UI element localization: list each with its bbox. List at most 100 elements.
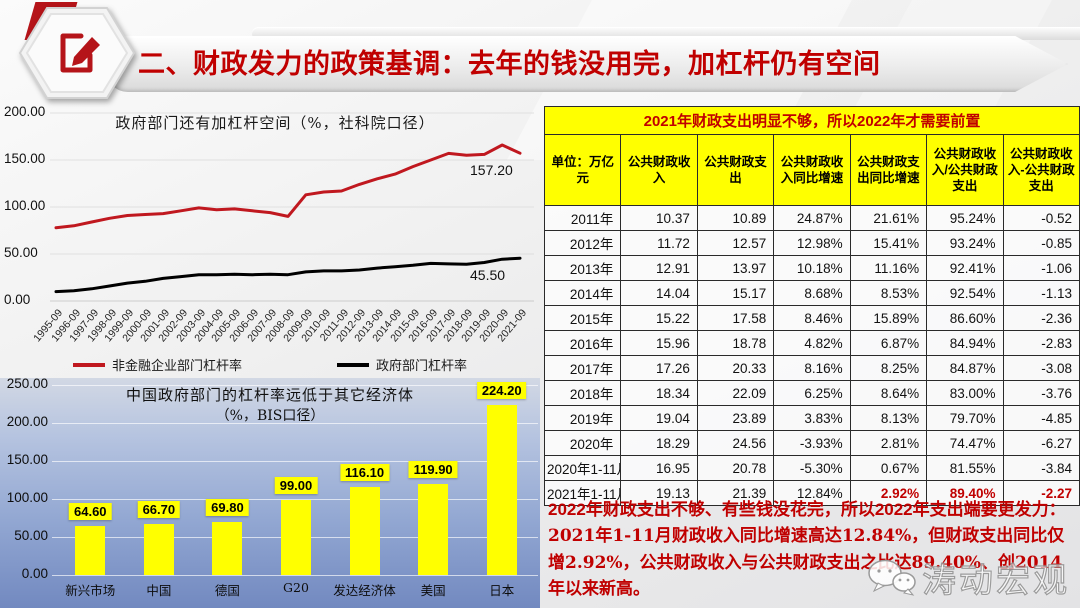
- table-cell: 21.61%: [849, 205, 928, 231]
- edit-pencil-icon: [60, 33, 100, 73]
- table-row: 2020年 18.29 24.56 -3.93% 2.81% 74.47% -6.27: [543, 430, 1080, 456]
- table-cell: -5.30%: [773, 455, 851, 481]
- bar-category-label: 新兴市场: [65, 583, 116, 598]
- table-cell: 11.16%: [849, 255, 928, 281]
- bar-chart-title: 中国政府部门的杠杆率远低于其它经济体: [125, 386, 414, 404]
- title-bar: 二、财政发力的政策基调：去年的钱没用完，加杠杆仍有空间: [106, 36, 1068, 92]
- table-row: 2017年 17.26 20.33 8.16% 8.25% 84.87% -3.08: [543, 355, 1080, 381]
- y-axis-tick-label: 0.00: [21, 566, 48, 581]
- commentary: 2022年财政支出不够、有些钱没花完，所以2022年支出端要更发力： 2021年1…: [548, 497, 1076, 603]
- table-cell: 8.25%: [849, 355, 928, 381]
- table-cell: 8.68%: [773, 280, 851, 306]
- table-cell: -0.85: [1002, 230, 1080, 256]
- line-chart-title: 政府部门还有加杠杆空间（%，社科院口径）: [115, 114, 435, 132]
- table-row: 2021年1-11月19.1321.3912.84%2.92%89.40%-2.…: [543, 480, 1080, 506]
- table-cell: 2019年: [543, 405, 622, 431]
- bar-category-label: 德国: [214, 583, 240, 598]
- table-column-header: 公共财政收入/公共财政支出: [926, 134, 1004, 206]
- table-cell: 2014年: [543, 280, 622, 306]
- table-cell: 89.40%: [926, 480, 1004, 506]
- table-cell: 2016年: [543, 330, 622, 356]
- table-cell: 24.87%: [773, 205, 851, 231]
- table-header-row: 单位：万亿元 公共财政收入 公共财政支出 公共财政收入同比增速 公共财政支出同比增速 公共…: [543, 134, 1080, 206]
- line-chart-legend: 非金融企业部门杠杆率 政府部门杠杆率: [0, 355, 540, 374]
- table-cell: 15.96: [620, 330, 698, 356]
- table-row: 2012年 11.72 12.57 12.98% 15.41% 93.24% -0.85: [543, 230, 1080, 256]
- y-axis-tick-label: 50.00: [4, 245, 38, 260]
- table-cell: -0.52: [1002, 205, 1080, 231]
- table-cell: 8.16%: [773, 355, 851, 381]
- bar-value-label: 99.00: [274, 476, 318, 494]
- line-chart: 政府部门还有加杠杆空间（%，社科院口径） 200.00 150.00 100.00 5…: [0, 100, 540, 378]
- y-axis-tick-label: 150.00: [6, 452, 48, 467]
- commentary-lead: 2022年财政支出不够、有些钱没花完，所以2022年支出端要更发力：: [548, 500, 1066, 519]
- table-cell: 18.34: [620, 380, 698, 406]
- table-cell: 12.84%: [773, 480, 851, 506]
- table-cell: 2017年: [543, 355, 622, 381]
- bar-value-label: 119.90: [408, 460, 458, 478]
- line-series: [54, 143, 522, 230]
- table-title: 2021年财政支出明显不够，所以2022年才需要前置: [544, 106, 1080, 135]
- bar: [349, 486, 380, 575]
- line-series: [54, 256, 522, 294]
- fiscal-table: 2021年财政支出明显不够，所以2022年才需要前置 单位：万亿元 公共财政收入公…: [543, 106, 1080, 506]
- y-axis-tick-label: 200.00: [4, 104, 46, 119]
- bar-category-label: 日本: [489, 583, 515, 598]
- gridline: [52, 423, 538, 424]
- table-cell: 6.87%: [849, 330, 928, 356]
- table-cell: 22.09: [696, 380, 775, 406]
- table-cell: -6.27: [1002, 430, 1080, 456]
- table-cell: 13.97: [696, 255, 775, 281]
- table-row: 2018年 18.34 22.09 6.25% 8.64% 83.00% -3.76: [543, 380, 1080, 406]
- table-cell: 2011年: [543, 205, 622, 231]
- y-axis-tick-label: 0.00: [4, 292, 31, 307]
- bar-value-label: 69.80: [206, 498, 249, 516]
- table-cell: 16.95: [620, 455, 698, 481]
- bar-chart: 中国政府部门的杠杆率远低于其它经济体 （%，BIS口径） 250.00 200.0…: [0, 376, 540, 608]
- line-chart-plot: [50, 112, 534, 302]
- y-axis-tick-label: 100.00: [6, 490, 48, 505]
- table-row: 2016年 15.96 18.78 4.82% 6.87% 84.94% -2.83: [543, 330, 1080, 356]
- table-row: 2011年 10.37 10.89 24.87% 21.61% 95.24% -0.52: [543, 205, 1080, 231]
- table-cell: 6.25%: [773, 380, 851, 406]
- bar-value-label: 116.10: [340, 463, 390, 481]
- table-cell: 2021年1-11月: [543, 480, 622, 506]
- table-cell: 10.37: [620, 205, 698, 231]
- table-cell: -2.27: [1002, 480, 1080, 506]
- watermark: 涛动宏观: [866, 553, 1070, 602]
- table-cell: 86.60%: [926, 305, 1004, 331]
- table-cell: -2.83: [1002, 330, 1080, 356]
- table-cell: 2.92%: [849, 480, 928, 506]
- table-row: 2019年 19.04 23.89 3.83% 8.13% 79.70% -4.85: [543, 405, 1080, 431]
- commentary-body: 2021年1-11月财政收入同比增速高达12.84%，但财政支出同比仅增2.92…: [548, 525, 1065, 600]
- legend-swatch: [72, 362, 105, 367]
- table-cell: 0.67%: [849, 455, 928, 481]
- table-cell: 84.94%: [926, 330, 1004, 356]
- table-cell: 8.13%: [849, 405, 928, 431]
- table-cell: 15.89%: [849, 305, 928, 331]
- bar-category-label: G20: [283, 580, 309, 595]
- table-row: 2020年1-11月16.9520.78-5.30%0.67%81.55%-3.…: [543, 455, 1080, 481]
- table-cell: -1.06: [1002, 255, 1080, 281]
- series-end-value-label: 45.50: [470, 267, 506, 284]
- table-cell: 2020年1-11月: [543, 455, 622, 481]
- watermark-text: 涛动宏观: [921, 560, 1070, 601]
- table-cell: -3.08: [1002, 355, 1080, 381]
- bar: [212, 521, 243, 575]
- y-axis-tick-label: 150.00: [4, 151, 46, 166]
- y-axis-tick-label: 50.00: [14, 528, 48, 543]
- table-cell: 81.55%: [926, 455, 1004, 481]
- table-cell: 8.53%: [849, 280, 928, 306]
- table-cell: 20.33: [696, 355, 775, 381]
- table-cell: 17.58: [696, 305, 775, 331]
- table-cell: 23.89: [696, 405, 775, 431]
- table-cell: -2.36: [1002, 305, 1080, 331]
- legend-label: 政府部门杠杆率: [376, 359, 468, 374]
- fiscal-table-panel: 2021年财政支出明显不够，所以2022年才需要前置 单位：万亿元 公共财政收入公…: [543, 106, 1080, 506]
- table-cell: 74.47%: [926, 430, 1004, 456]
- bar-category-label: 美国: [420, 583, 446, 598]
- slide-title: 二、财政发力的政策基调：去年的钱没用完，加杠杆仍有空间: [138, 49, 881, 79]
- table-cell: 2012年: [543, 230, 622, 256]
- legend-item: 政府部门杠杆率: [337, 355, 467, 374]
